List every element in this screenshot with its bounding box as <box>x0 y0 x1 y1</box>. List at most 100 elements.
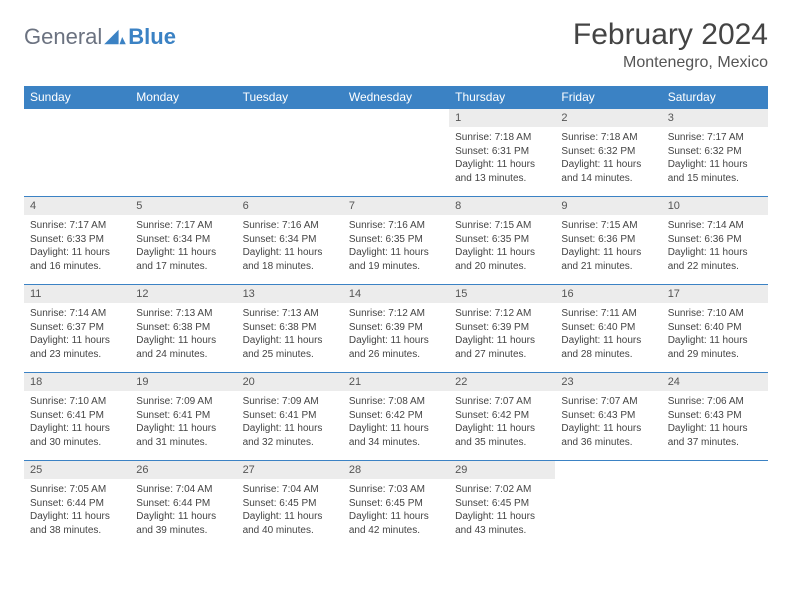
day-number: 15 <box>449 285 555 303</box>
day-details: Sunrise: 7:18 AMSunset: 6:31 PMDaylight:… <box>449 127 555 189</box>
day-details: Sunrise: 7:13 AMSunset: 6:38 PMDaylight:… <box>237 303 343 365</box>
day-details: Sunrise: 7:16 AMSunset: 6:34 PMDaylight:… <box>237 215 343 277</box>
calendar-day-cell: 2Sunrise: 7:18 AMSunset: 6:32 PMDaylight… <box>555 109 661 197</box>
calendar-week-row: 11Sunrise: 7:14 AMSunset: 6:37 PMDayligh… <box>24 285 768 373</box>
calendar-day-cell: 19Sunrise: 7:09 AMSunset: 6:41 PMDayligh… <box>130 373 236 461</box>
calendar-week-row: 1Sunrise: 7:18 AMSunset: 6:31 PMDaylight… <box>24 109 768 197</box>
day-number: 25 <box>24 461 130 479</box>
day-details: Sunrise: 7:07 AMSunset: 6:42 PMDaylight:… <box>449 391 555 453</box>
calendar-day-cell: 11Sunrise: 7:14 AMSunset: 6:37 PMDayligh… <box>24 285 130 373</box>
day-number: 12 <box>130 285 236 303</box>
day-number: 26 <box>130 461 236 479</box>
day-number: 11 <box>24 285 130 303</box>
calendar-week-row: 4Sunrise: 7:17 AMSunset: 6:33 PMDaylight… <box>24 197 768 285</box>
day-details: Sunrise: 7:17 AMSunset: 6:33 PMDaylight:… <box>24 215 130 277</box>
day-number: 8 <box>449 197 555 215</box>
day-details: Sunrise: 7:04 AMSunset: 6:44 PMDaylight:… <box>130 479 236 541</box>
calendar-day-cell: 6Sunrise: 7:16 AMSunset: 6:34 PMDaylight… <box>237 197 343 285</box>
month-title: February 2024 <box>573 18 768 52</box>
weekday-header: Sunday <box>24 86 130 109</box>
calendar-day-cell: 12Sunrise: 7:13 AMSunset: 6:38 PMDayligh… <box>130 285 236 373</box>
calendar-day-cell <box>24 109 130 197</box>
calendar-day-cell: 3Sunrise: 7:17 AMSunset: 6:32 PMDaylight… <box>662 109 768 197</box>
day-number: 19 <box>130 373 236 391</box>
day-details: Sunrise: 7:14 AMSunset: 6:37 PMDaylight:… <box>24 303 130 365</box>
day-details: Sunrise: 7:05 AMSunset: 6:44 PMDaylight:… <box>24 479 130 541</box>
day-details: Sunrise: 7:12 AMSunset: 6:39 PMDaylight:… <box>449 303 555 365</box>
day-number: 23 <box>555 373 661 391</box>
calendar-day-cell: 10Sunrise: 7:14 AMSunset: 6:36 PMDayligh… <box>662 197 768 285</box>
calendar-day-cell <box>237 109 343 197</box>
day-details: Sunrise: 7:09 AMSunset: 6:41 PMDaylight:… <box>130 391 236 453</box>
weekday-header: Wednesday <box>343 86 449 109</box>
calendar-day-cell: 5Sunrise: 7:17 AMSunset: 6:34 PMDaylight… <box>130 197 236 285</box>
day-details: Sunrise: 7:13 AMSunset: 6:38 PMDaylight:… <box>130 303 236 365</box>
logo-triangle-icon <box>104 28 126 46</box>
day-number: 22 <box>449 373 555 391</box>
day-details: Sunrise: 7:04 AMSunset: 6:45 PMDaylight:… <box>237 479 343 541</box>
day-number: 13 <box>237 285 343 303</box>
day-number: 21 <box>343 373 449 391</box>
day-number: 18 <box>24 373 130 391</box>
calendar-day-cell: 7Sunrise: 7:16 AMSunset: 6:35 PMDaylight… <box>343 197 449 285</box>
day-number: 24 <box>662 373 768 391</box>
calendar-day-cell: 27Sunrise: 7:04 AMSunset: 6:45 PMDayligh… <box>237 461 343 549</box>
calendar-week-row: 25Sunrise: 7:05 AMSunset: 6:44 PMDayligh… <box>24 461 768 549</box>
day-number: 2 <box>555 109 661 127</box>
weekday-header: Tuesday <box>237 86 343 109</box>
day-details: Sunrise: 7:08 AMSunset: 6:42 PMDaylight:… <box>343 391 449 453</box>
calendar-day-cell: 9Sunrise: 7:15 AMSunset: 6:36 PMDaylight… <box>555 197 661 285</box>
day-details: Sunrise: 7:10 AMSunset: 6:40 PMDaylight:… <box>662 303 768 365</box>
calendar-day-cell: 20Sunrise: 7:09 AMSunset: 6:41 PMDayligh… <box>237 373 343 461</box>
day-details: Sunrise: 7:17 AMSunset: 6:34 PMDaylight:… <box>130 215 236 277</box>
calendar-body: 1Sunrise: 7:18 AMSunset: 6:31 PMDaylight… <box>24 109 768 549</box>
day-number: 3 <box>662 109 768 127</box>
day-details: Sunrise: 7:14 AMSunset: 6:36 PMDaylight:… <box>662 215 768 277</box>
calendar-day-cell: 26Sunrise: 7:04 AMSunset: 6:44 PMDayligh… <box>130 461 236 549</box>
day-details: Sunrise: 7:09 AMSunset: 6:41 PMDaylight:… <box>237 391 343 453</box>
calendar-day-cell <box>662 461 768 549</box>
calendar-day-cell: 16Sunrise: 7:11 AMSunset: 6:40 PMDayligh… <box>555 285 661 373</box>
calendar-day-cell <box>130 109 236 197</box>
calendar-day-cell: 14Sunrise: 7:12 AMSunset: 6:39 PMDayligh… <box>343 285 449 373</box>
day-number: 17 <box>662 285 768 303</box>
day-number: 29 <box>449 461 555 479</box>
calendar-day-cell: 13Sunrise: 7:13 AMSunset: 6:38 PMDayligh… <box>237 285 343 373</box>
day-details: Sunrise: 7:15 AMSunset: 6:35 PMDaylight:… <box>449 215 555 277</box>
day-number: 9 <box>555 197 661 215</box>
logo-text-2: Blue <box>128 24 176 50</box>
logo: General Blue <box>24 24 176 50</box>
title-block: February 2024 Montenegro, Mexico <box>573 18 768 72</box>
weekday-header: Thursday <box>449 86 555 109</box>
calendar-day-cell: 1Sunrise: 7:18 AMSunset: 6:31 PMDaylight… <box>449 109 555 197</box>
day-details: Sunrise: 7:17 AMSunset: 6:32 PMDaylight:… <box>662 127 768 189</box>
calendar-day-cell: 25Sunrise: 7:05 AMSunset: 6:44 PMDayligh… <box>24 461 130 549</box>
day-details: Sunrise: 7:06 AMSunset: 6:43 PMDaylight:… <box>662 391 768 453</box>
day-details: Sunrise: 7:10 AMSunset: 6:41 PMDaylight:… <box>24 391 130 453</box>
calendar-table: SundayMondayTuesdayWednesdayThursdayFrid… <box>24 86 768 549</box>
day-details: Sunrise: 7:18 AMSunset: 6:32 PMDaylight:… <box>555 127 661 189</box>
calendar-day-cell: 24Sunrise: 7:06 AMSunset: 6:43 PMDayligh… <box>662 373 768 461</box>
calendar-week-row: 18Sunrise: 7:10 AMSunset: 6:41 PMDayligh… <box>24 373 768 461</box>
day-details: Sunrise: 7:15 AMSunset: 6:36 PMDaylight:… <box>555 215 661 277</box>
calendar-day-cell: 15Sunrise: 7:12 AMSunset: 6:39 PMDayligh… <box>449 285 555 373</box>
day-number: 6 <box>237 197 343 215</box>
day-number: 10 <box>662 197 768 215</box>
calendar-day-cell: 4Sunrise: 7:17 AMSunset: 6:33 PMDaylight… <box>24 197 130 285</box>
day-details: Sunrise: 7:11 AMSunset: 6:40 PMDaylight:… <box>555 303 661 365</box>
weekday-header: Monday <box>130 86 236 109</box>
day-number: 14 <box>343 285 449 303</box>
day-number: 27 <box>237 461 343 479</box>
calendar-day-cell <box>555 461 661 549</box>
weekday-header-row: SundayMondayTuesdayWednesdayThursdayFrid… <box>24 86 768 109</box>
calendar-day-cell: 8Sunrise: 7:15 AMSunset: 6:35 PMDaylight… <box>449 197 555 285</box>
day-number: 7 <box>343 197 449 215</box>
day-details: Sunrise: 7:03 AMSunset: 6:45 PMDaylight:… <box>343 479 449 541</box>
calendar-day-cell: 18Sunrise: 7:10 AMSunset: 6:41 PMDayligh… <box>24 373 130 461</box>
day-number: 20 <box>237 373 343 391</box>
day-details: Sunrise: 7:12 AMSunset: 6:39 PMDaylight:… <box>343 303 449 365</box>
header: General Blue February 2024 Montenegro, M… <box>24 18 768 72</box>
calendar-day-cell <box>343 109 449 197</box>
day-number: 1 <box>449 109 555 127</box>
day-number: 16 <box>555 285 661 303</box>
